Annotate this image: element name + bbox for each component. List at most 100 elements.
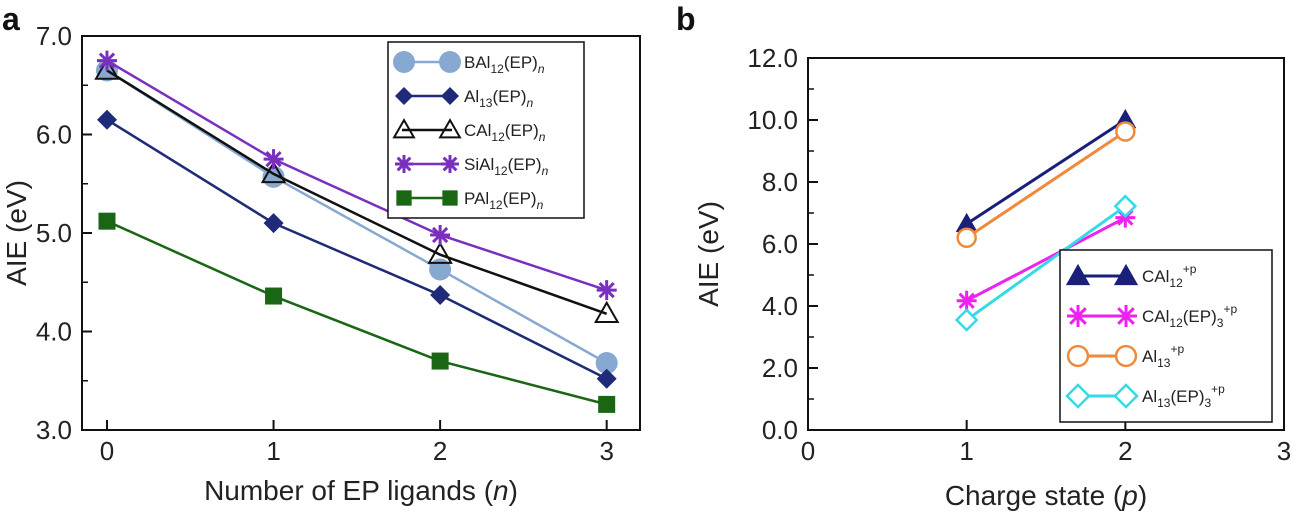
panel-b-y-tick-label: 10.0	[747, 105, 798, 135]
panel-b-series-al13	[954, 194, 1138, 332]
panel-a-data-point	[596, 280, 617, 301]
panel-a-x-axis-title: Number of EP ligands (n)	[204, 475, 518, 506]
panel-a-legend-entry: SiAl12(EP)n	[395, 155, 549, 178]
panel-a-data-point	[429, 258, 452, 281]
panel-a-series-pal	[98, 212, 616, 413]
panel-a-y-tick-label: 5.0	[36, 218, 72, 248]
panel-a-y-tick-label: 4.0	[36, 317, 72, 347]
panel-b-y-tick-label: 6.0	[762, 229, 798, 259]
panel-a-data-point	[265, 287, 283, 305]
panel-b-legend-marker	[1065, 263, 1091, 286]
panel-a-data-point	[94, 57, 120, 80]
panel-a-legend-marker	[395, 87, 413, 105]
panel-b-legend-frame	[1059, 249, 1273, 423]
panel-b-legend-entry: CAl12+p	[1065, 262, 1197, 290]
panel-a-chart: 3.0 4.0 5.0 6.0 7.0 0 1 2 3 Number of EP ligands …	[1, 21, 641, 506]
panel-a-legend-label: CAl12(EP)n	[464, 121, 546, 144]
panel-b-series-line	[965, 204, 1127, 322]
panel-a-y-tick-label: 3.0	[36, 415, 72, 445]
panel-b-y-tick-label: 8.0	[762, 167, 798, 197]
panel-a-y-axis-title: AIE (eV)	[1, 180, 32, 286]
panel-a-legend-marker	[395, 155, 413, 173]
panel-a-series-line	[106, 69, 608, 365]
panel-b-legend-marker	[1115, 305, 1137, 327]
panel-b-data-point	[955, 212, 978, 233]
panel-b-y-axis-title: AIE (eV)	[693, 201, 724, 307]
panel-a-x-tick-label: 3	[599, 436, 613, 466]
panel-b-x-tick-label: 2	[1118, 436, 1132, 466]
panel-a-data-point	[596, 368, 617, 389]
panel-a-data-point	[427, 241, 453, 264]
panel-b-x-tick-label: 1	[959, 436, 973, 466]
panel-a-data-point	[595, 352, 618, 375]
panel-a-data-point	[431, 352, 449, 370]
panel-b-data-point	[956, 227, 977, 249]
panel-b-series-line	[965, 130, 1127, 240]
panel-a-legend-marker	[442, 190, 458, 206]
panel-b-x-tick-label: 3	[1277, 436, 1291, 466]
panel-b-data-point	[1115, 121, 1136, 142]
panel-b-legend-marker	[1114, 344, 1138, 368]
panel-a-data-point	[98, 212, 116, 230]
panel-a-data-point	[263, 149, 284, 170]
panel-b-legend-marker	[1113, 383, 1139, 409]
panel-b-legend-marker	[1066, 344, 1090, 368]
panel-a-data-point	[598, 395, 616, 413]
panel-b-legend-entry: Al13+p	[1066, 342, 1184, 370]
panel-a-data-point	[430, 224, 451, 245]
panel-b-legend-marker	[1067, 305, 1089, 327]
panel-b-data-point	[954, 308, 979, 332]
panel-b-legend-marker	[1065, 383, 1091, 409]
panel-a-data-point	[430, 285, 451, 306]
panel-a-legend-entry: Al13(EP)n	[395, 87, 533, 110]
panel-b-data-point	[956, 290, 977, 311]
panel-b-y-tick-label: 2.0	[762, 353, 798, 383]
panel-b-series-al13	[956, 121, 1136, 249]
panel-a-series-cal	[94, 57, 620, 324]
panel-a-legend-marker	[439, 51, 461, 73]
panel-b-legend-label: CAl12+p	[1142, 262, 1197, 290]
panel-a-series-line	[106, 59, 608, 292]
panel-a-legend-label: BAl12(EP)n	[464, 53, 545, 76]
panel-b-y-tick-label: 12.0	[747, 43, 798, 73]
panel-b-legend-label: CAl12(EP)3+p	[1142, 302, 1237, 330]
panel-b-legend-label: Al13(EP)3+p	[1142, 382, 1225, 410]
panel-a-series-al	[96, 109, 617, 389]
panel-a-series-line	[106, 220, 608, 406]
panel-a-data-point	[96, 50, 117, 71]
panel-b-y-tick-label: 0.0	[762, 415, 798, 445]
panel-a-data-point	[593, 300, 620, 324]
panel-b-y-tick-label: 4.0	[762, 291, 798, 321]
panel-b-legend-entry: Al13(EP)3+p	[1065, 382, 1225, 410]
panel-b-legend-marker	[1113, 263, 1139, 286]
panel-a-legend-label: Al13(EP)n	[464, 87, 533, 110]
panel-a-legend-marker	[393, 51, 415, 73]
panel-b-legend-label: Al13+p	[1142, 342, 1184, 370]
panel-a-legend-entry: PAl12(EP)n	[396, 189, 544, 212]
panel-a-series-line	[106, 69, 608, 315]
panel-a-legend-entry: CAl12(EP)n	[392, 118, 546, 144]
panel-a-y-tick-label: 7.0	[36, 21, 72, 51]
panel-a-data-point	[96, 109, 117, 130]
panel-a-series-line	[106, 118, 608, 380]
panel-a-x-tick-label: 2	[433, 436, 447, 466]
panel-a-letter: a	[2, 1, 20, 37]
panel-a-legend-label: SiAl12(EP)n	[464, 155, 549, 178]
panel-a-legend-marker	[396, 190, 412, 206]
panel-a-legend-entry: BAl12(EP)n	[393, 51, 545, 76]
panel-a-data-point	[260, 160, 287, 184]
panel-a-x-tick-label: 1	[266, 436, 280, 466]
panel-a-legend-marker	[441, 155, 459, 173]
panel-b-legend: CAl12+p CAl12(EP)3+p Al13+p Al13(EP)3+p	[1059, 249, 1273, 423]
panel-b-letter: b	[676, 1, 696, 37]
panel-a-legend-marker	[392, 118, 416, 139]
panel-b-chart: 0.0 2.0 4.0 6.0 8.0 10.0 12.0 0 1 2 3 Charge state …	[693, 43, 1291, 511]
panel-b-legend-entry: CAl12(EP)3+p	[1067, 302, 1237, 330]
panel-b-x-tick-label: 0	[801, 436, 815, 466]
panel-a-legend-label: PAl12(EP)n	[464, 189, 544, 212]
panel-a-series-sial	[96, 50, 617, 301]
panel-a-data-point	[263, 213, 284, 234]
panel-b-series-cal12	[955, 109, 1137, 233]
panel-b-x-axis-title: Charge state (p)	[945, 480, 1147, 511]
